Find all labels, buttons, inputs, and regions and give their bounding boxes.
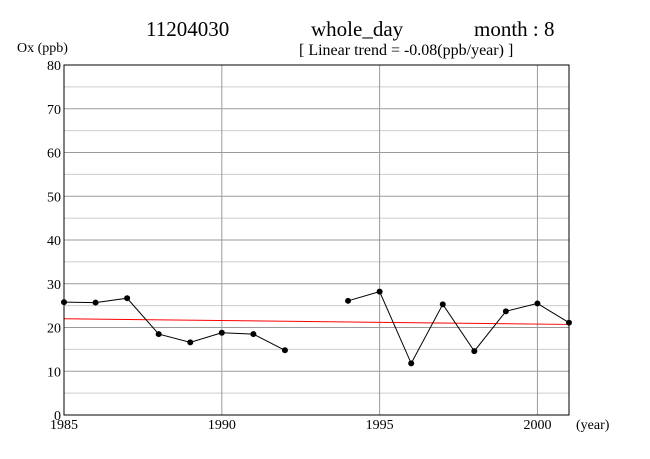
series-group bbox=[61, 288, 572, 367]
x-tick-label: 1990 bbox=[208, 418, 236, 433]
period-label: whole_day bbox=[311, 17, 404, 41]
x-tick-label: 1985 bbox=[50, 418, 78, 433]
grid bbox=[64, 65, 569, 415]
series-line bbox=[63, 290, 570, 365]
y-tick-label: 40 bbox=[47, 234, 61, 249]
data-point bbox=[124, 295, 131, 302]
data-point bbox=[408, 360, 415, 367]
plot-frame bbox=[63, 64, 570, 416]
y-tick-label: 30 bbox=[47, 278, 61, 293]
x-tick-label: 1995 bbox=[366, 418, 394, 433]
data-point bbox=[187, 339, 194, 346]
data-point bbox=[92, 299, 99, 306]
station-id: 11204030 bbox=[146, 17, 230, 41]
y-tick-label: 0 bbox=[54, 409, 61, 424]
data-point bbox=[281, 347, 288, 354]
data-point bbox=[345, 297, 352, 304]
y-tick-label: 50 bbox=[47, 190, 61, 205]
y-tick-label: 20 bbox=[47, 322, 61, 337]
data-point bbox=[534, 300, 541, 307]
data-point bbox=[471, 348, 478, 355]
tick-labels: 0 10 20 30 40 50 60 70 80 1985 1990 1995 2000 bbox=[47, 59, 551, 433]
x-axis-label: (year) bbox=[576, 418, 610, 433]
data-point bbox=[218, 329, 225, 336]
trend-label: [ Linear trend = -0.08(ppb/year) ] bbox=[299, 42, 514, 59]
data-point bbox=[155, 331, 162, 338]
y-axis-label: Ox (ppb) bbox=[17, 41, 68, 56]
y-tick-label: 70 bbox=[47, 103, 61, 118]
month-label: month : 8 bbox=[474, 17, 555, 41]
data-point bbox=[376, 288, 383, 295]
data-point bbox=[502, 308, 509, 315]
trend-line bbox=[63, 318, 570, 325]
y-tick-label: 60 bbox=[47, 147, 61, 162]
data-point bbox=[439, 301, 446, 308]
trend-line-group bbox=[63, 318, 570, 325]
x-tick-label: 2000 bbox=[523, 418, 551, 433]
data-point bbox=[250, 331, 257, 338]
y-tick-label: 10 bbox=[47, 365, 61, 380]
y-tick-label: 80 bbox=[47, 59, 61, 74]
